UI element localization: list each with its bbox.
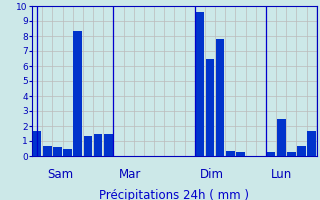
Bar xyxy=(84,136,92,156)
Bar xyxy=(104,134,113,156)
Bar xyxy=(74,31,82,156)
Text: Mar: Mar xyxy=(118,168,141,181)
Text: Lun: Lun xyxy=(271,168,292,181)
Bar xyxy=(287,152,296,156)
Text: Dim: Dim xyxy=(200,168,224,181)
Bar xyxy=(53,147,62,156)
Bar xyxy=(308,130,316,156)
Bar xyxy=(297,146,306,156)
Bar xyxy=(63,148,72,156)
Bar xyxy=(267,152,275,156)
Bar xyxy=(277,118,285,156)
Bar xyxy=(43,146,52,156)
Bar xyxy=(236,152,245,156)
Bar xyxy=(206,58,214,156)
Bar xyxy=(196,12,204,156)
Bar xyxy=(216,39,225,156)
Text: Sam: Sam xyxy=(47,168,73,181)
Text: Précipitations 24h ( mm ): Précipitations 24h ( mm ) xyxy=(100,189,249,200)
Bar xyxy=(33,130,41,156)
Bar xyxy=(94,134,102,156)
Bar xyxy=(226,151,235,156)
